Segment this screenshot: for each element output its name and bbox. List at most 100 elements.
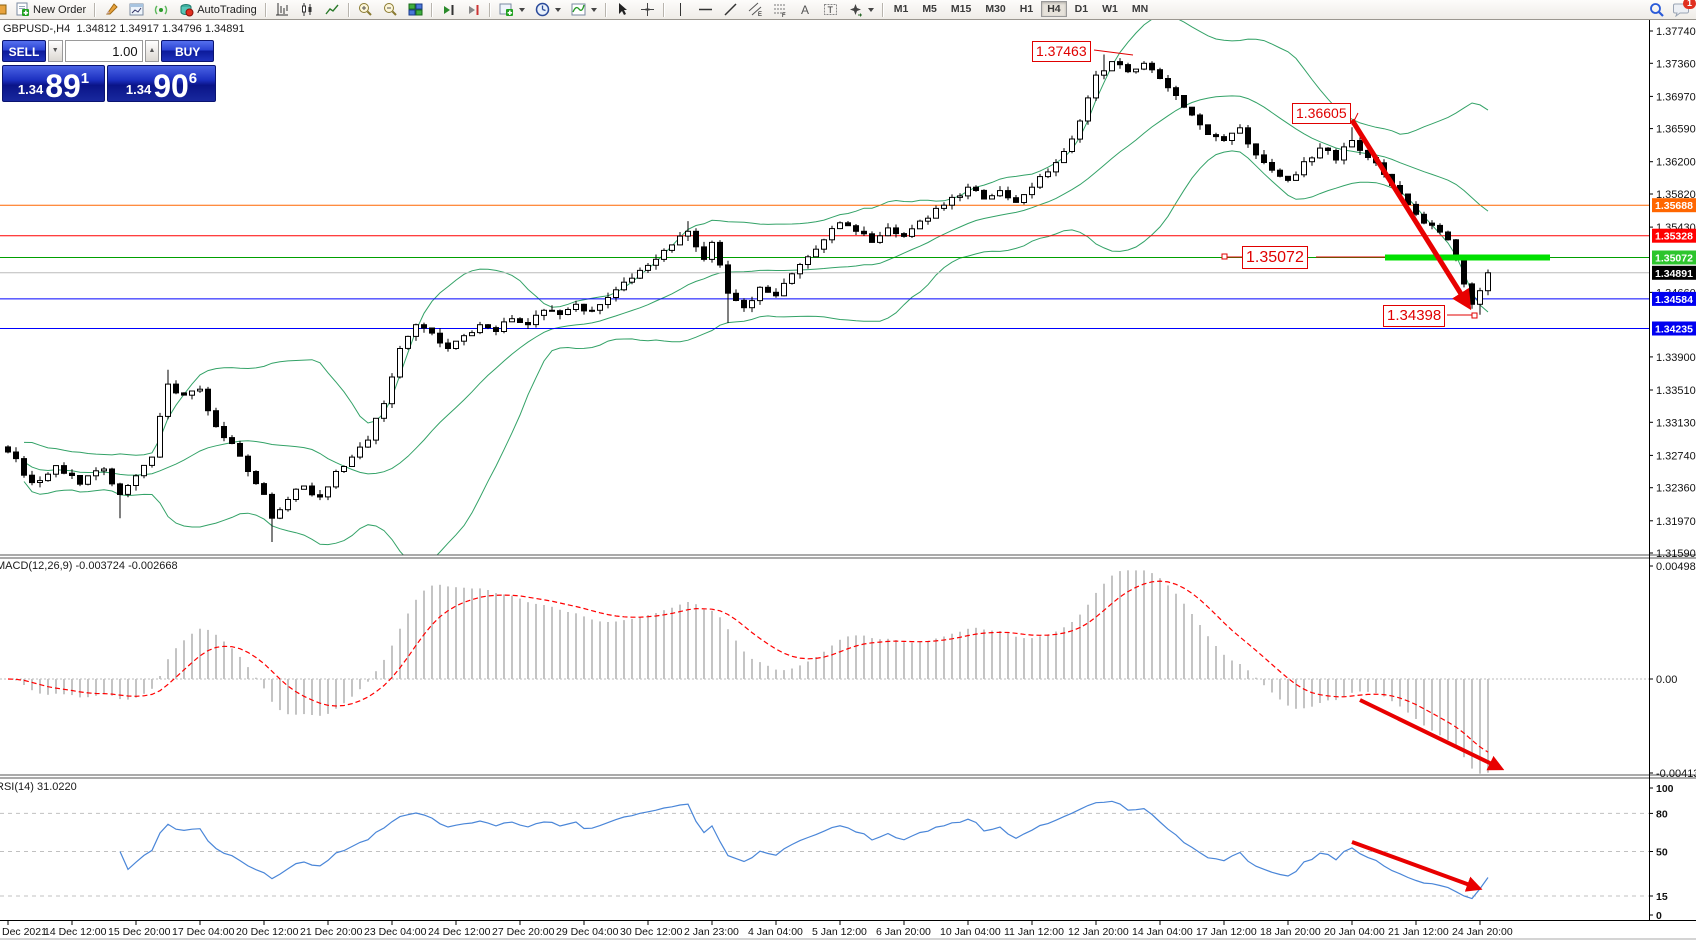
- line-chart-button[interactable]: [320, 0, 345, 20]
- crayon-button[interactable]: [99, 0, 124, 20]
- price-axis-tick-label: 1.33130: [1656, 417, 1696, 429]
- candle: [213, 410, 219, 428]
- candle: [933, 207, 939, 219]
- candle: [1093, 74, 1099, 99]
- candle: [77, 475, 83, 485]
- candle: [421, 324, 427, 329]
- price-level-badge: [1652, 198, 1696, 213]
- time-axis-label: 21 Dec 20:00: [300, 926, 363, 938]
- timeframe-button-M1[interactable]: M1: [893, 3, 909, 15]
- channel-button[interactable]: E: [743, 0, 768, 20]
- horizontal-line-button[interactable]: [693, 0, 718, 20]
- candle: [1101, 70, 1107, 76]
- candle: [245, 455, 251, 473]
- candle: [621, 281, 627, 291]
- price-level-badge: [1652, 250, 1696, 265]
- auto-scroll-button[interactable]: [436, 0, 461, 20]
- candle: [45, 473, 51, 482]
- candle: [1309, 157, 1315, 163]
- candle: [981, 189, 987, 200]
- bar-chart-button[interactable]: [270, 0, 295, 20]
- volume-down-button[interactable]: ▼: [47, 40, 63, 62]
- timeframe-button-M15[interactable]: M15: [950, 3, 972, 15]
- price-callout[interactable]: 1.37463: [1032, 41, 1091, 62]
- candle: [253, 471, 259, 485]
- new-chart-button[interactable]: [494, 0, 530, 20]
- candle: [1469, 283, 1475, 305]
- candle: [1117, 61, 1123, 66]
- candle: [1197, 114, 1203, 126]
- candle: [413, 324, 419, 337]
- chat-icon[interactable]: 1: [1673, 0, 1696, 18]
- volume-input[interactable]: [64, 40, 143, 62]
- crosshair-button[interactable]: [635, 0, 660, 20]
- timeframe-button-H1[interactable]: H1: [1019, 3, 1034, 15]
- candle: [61, 465, 67, 474]
- candle: [53, 465, 59, 475]
- candle: [709, 241, 715, 260]
- time-axis-label: 12 Jan 20:00: [1068, 926, 1129, 938]
- candle: [477, 324, 483, 334]
- chart-window-button[interactable]: [124, 0, 149, 20]
- arrows-button[interactable]: [843, 0, 879, 20]
- macd-axis-label: -0.004138: [1656, 768, 1696, 780]
- candle: [661, 249, 667, 260]
- timeframe-button-H4[interactable]: H4: [1041, 1, 1067, 17]
- autotrading-button[interactable]: AutoTrading: [174, 0, 262, 20]
- symbol-period-label: GBPUSD-,H4: [3, 23, 71, 35]
- signal-button[interactable]: [149, 0, 174, 20]
- text-label-button[interactable]: T: [818, 0, 843, 20]
- buy-price-display[interactable]: 1.34 90 6: [107, 65, 216, 102]
- tile-windows-button[interactable]: [403, 0, 428, 20]
- chart-shift-button[interactable]: [461, 0, 486, 20]
- timeframe-button-D1[interactable]: D1: [1074, 3, 1089, 15]
- candle: [741, 299, 747, 309]
- new-order-button[interactable]: New Order: [10, 0, 91, 20]
- toolbar-separator: [347, 2, 350, 17]
- volume-up-button[interactable]: ▲: [144, 40, 160, 62]
- rsi-axis-label: 50: [1656, 847, 1668, 859]
- timeframe-button-W1[interactable]: W1: [1102, 3, 1118, 15]
- candlestick-chart-button[interactable]: [295, 0, 320, 20]
- candle: [525, 322, 531, 326]
- price-level-badge-text: 1.34235: [1655, 324, 1693, 336]
- candle: [1357, 140, 1363, 151]
- zoom-out-button[interactable]: [378, 0, 403, 20]
- time-axis-label: 30 Dec 12:00: [620, 926, 683, 938]
- zoom-in-button[interactable]: [353, 0, 378, 20]
- profiles-button[interactable]: [530, 0, 566, 20]
- search-icon[interactable]: [1649, 2, 1665, 18]
- close-value: 1.34891: [204, 23, 245, 35]
- price-callout[interactable]: 1.35072: [1242, 246, 1308, 269]
- buy-button[interactable]: BUY: [161, 40, 214, 62]
- candle: [805, 256, 811, 265]
- candle: [469, 332, 475, 337]
- timeframe-button-M5[interactable]: M5: [922, 3, 937, 15]
- candle: [165, 383, 171, 417]
- cursor-button[interactable]: [610, 0, 635, 20]
- timeframe-button-M30[interactable]: M30: [985, 3, 1006, 15]
- vertical-line-button[interactable]: [668, 0, 693, 20]
- fibonacci-button[interactable]: F: [768, 0, 793, 20]
- candle: [1245, 127, 1251, 145]
- candle: [1413, 203, 1419, 215]
- app-icon-partial: [0, 2, 10, 17]
- main-price-panel: [0, 20, 1649, 555]
- fibonacci-icon: F: [773, 2, 788, 19]
- timeframe-button-MN[interactable]: MN: [1131, 3, 1149, 15]
- text-button[interactable]: A: [793, 0, 818, 20]
- price-callout[interactable]: 1.36605: [1292, 103, 1351, 124]
- sell-price-display[interactable]: 1.34 89 1: [2, 65, 105, 102]
- indicators-button[interactable]: [566, 0, 602, 20]
- candle: [613, 289, 619, 298]
- cursor-icon: [615, 2, 630, 17]
- time-axis-label: 20 Jan 04:00: [1324, 926, 1385, 938]
- candle: [485, 324, 491, 329]
- trendline-button[interactable]: [718, 0, 743, 20]
- candle: [309, 485, 315, 496]
- candle: [581, 303, 587, 312]
- sell-button[interactable]: SELL: [2, 40, 46, 62]
- price-callout[interactable]: 1.34398: [1383, 305, 1446, 327]
- candle: [541, 309, 547, 316]
